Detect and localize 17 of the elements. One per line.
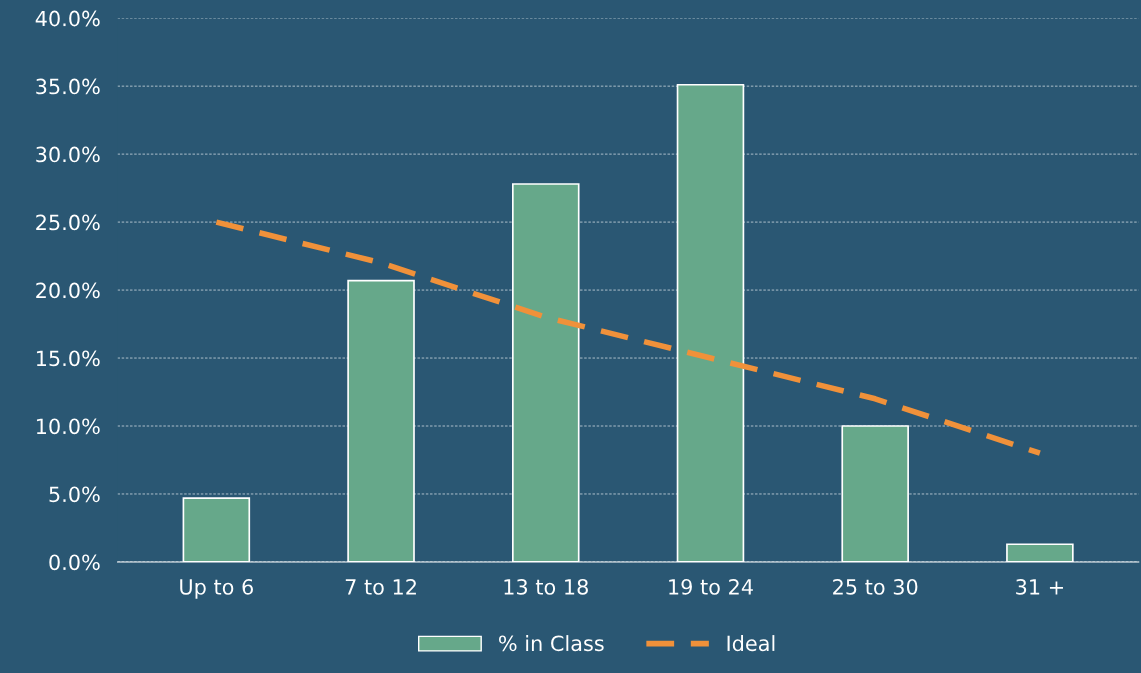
x-tick-label: 31 + xyxy=(1016,578,1063,595)
y-tick-label: 10.0% xyxy=(36,418,100,435)
x-tick-label: 7 to 12 xyxy=(345,578,416,595)
y-tick-label: 5.0% xyxy=(49,486,100,503)
y-tick-label: 15.0% xyxy=(36,350,100,367)
y-tick-label: 40.0% xyxy=(35,10,100,27)
x-tick-label: 25 to 30 xyxy=(833,578,918,595)
legend-label: % in Class xyxy=(499,635,604,652)
x-tick-label: Up to 6 xyxy=(180,578,253,599)
y-tick-label: 0.0% xyxy=(49,554,100,571)
y-tick-label: 25.0% xyxy=(36,214,100,231)
y-tick-label: 35.0% xyxy=(36,78,100,95)
y-tick-label: 20.0% xyxy=(36,282,100,299)
x-tick-label: 13 to 18 xyxy=(504,578,588,595)
legend-label: Ideal xyxy=(727,635,775,652)
x-tick-label: 19 to 24 xyxy=(669,578,753,595)
y-tick-label: 30.0% xyxy=(36,146,100,163)
